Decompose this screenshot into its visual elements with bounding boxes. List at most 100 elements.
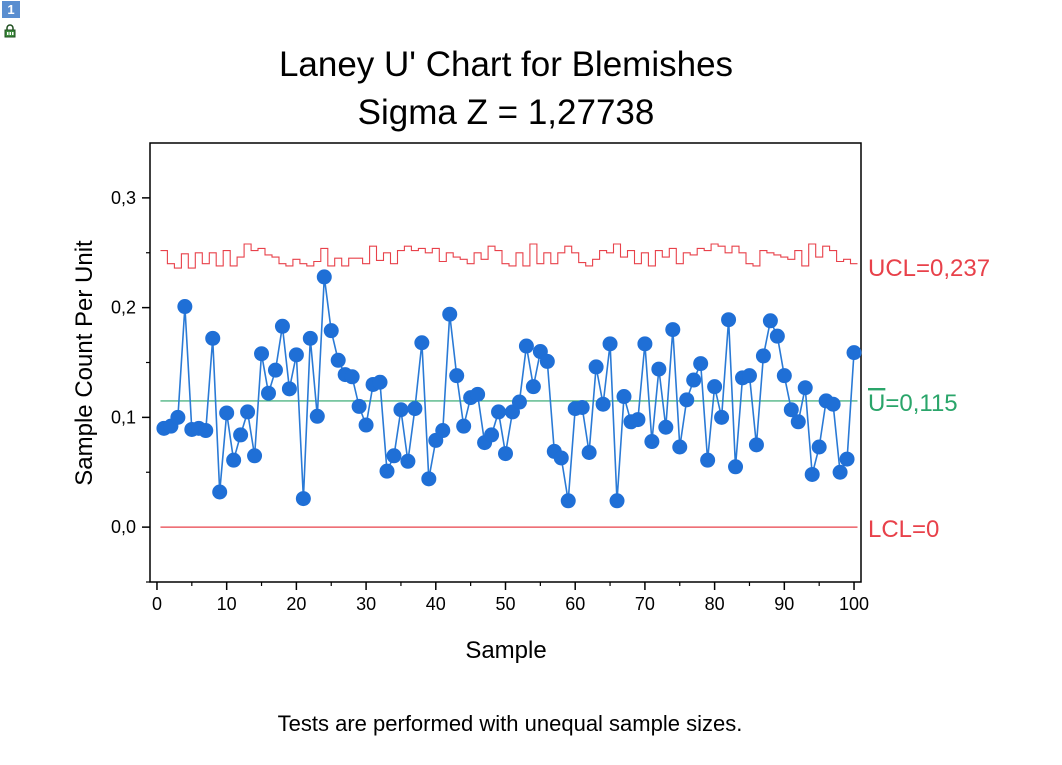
center-line-label: U=0,115 bbox=[868, 390, 958, 417]
data-point bbox=[776, 368, 792, 384]
data-point bbox=[379, 463, 395, 479]
data-point bbox=[330, 352, 346, 368]
data-point bbox=[281, 381, 297, 397]
data-point bbox=[198, 423, 214, 439]
data-point bbox=[762, 313, 778, 329]
data-point bbox=[707, 379, 723, 395]
data-point bbox=[595, 396, 611, 412]
data-point bbox=[400, 453, 416, 469]
lock-icon bbox=[4, 24, 16, 38]
data-point bbox=[525, 379, 541, 395]
data-point bbox=[219, 405, 235, 421]
y-tick-label: 0,2 bbox=[111, 298, 136, 318]
data-point bbox=[609, 493, 625, 509]
x-axis: 0 10 20 30 40 50 60 70 80 90 100 bbox=[152, 582, 869, 614]
data-point bbox=[637, 336, 653, 352]
x-tick-label: 70 bbox=[635, 594, 655, 614]
data-point bbox=[309, 408, 325, 424]
data-point bbox=[518, 338, 534, 354]
lcl-label: LCL=0 bbox=[868, 516, 939, 543]
data-point bbox=[804, 466, 820, 482]
center-line-value: =0,115 bbox=[885, 390, 957, 417]
data-point bbox=[212, 484, 228, 500]
data-point bbox=[491, 404, 507, 420]
data-point bbox=[240, 404, 256, 420]
data-point bbox=[574, 399, 590, 415]
data-point bbox=[484, 427, 500, 443]
data-point bbox=[539, 353, 555, 369]
data-point bbox=[728, 459, 744, 475]
data-point bbox=[741, 368, 757, 384]
data-point bbox=[560, 493, 576, 509]
data-point bbox=[616, 389, 632, 405]
data-point bbox=[470, 386, 486, 402]
data-point bbox=[644, 434, 660, 450]
ucl-label: UCL=0,237 bbox=[868, 255, 990, 282]
x-tick-label: 50 bbox=[495, 594, 515, 614]
data-point bbox=[449, 368, 465, 384]
data-point bbox=[316, 269, 332, 285]
data-point bbox=[351, 398, 367, 414]
data-point bbox=[372, 374, 388, 390]
y-axis-label: Sample Count Per Unit bbox=[71, 240, 98, 486]
data-point bbox=[421, 471, 437, 487]
data-point bbox=[254, 346, 270, 362]
data-point bbox=[748, 437, 764, 453]
data-point bbox=[658, 419, 674, 435]
x-tick-label: 100 bbox=[839, 594, 869, 614]
x-tick-label: 40 bbox=[426, 594, 446, 614]
data-point bbox=[630, 412, 646, 428]
data-point bbox=[672, 439, 688, 455]
x-tick-label: 0 bbox=[152, 594, 162, 614]
chart-title: Laney U' Chart for Blemishes bbox=[279, 45, 733, 84]
data-point bbox=[498, 446, 513, 462]
data-point bbox=[679, 392, 695, 408]
x-tick-label: 80 bbox=[705, 594, 725, 614]
data-point bbox=[832, 464, 848, 480]
data-point bbox=[846, 345, 862, 361]
data-point bbox=[700, 452, 716, 468]
data-point bbox=[714, 409, 730, 425]
y-axis: 0,0 0,1 0,2 0,3 bbox=[111, 188, 150, 583]
x-tick-label: 60 bbox=[565, 594, 585, 614]
page-number-badge[interactable]: 1 bbox=[2, 1, 20, 18]
data-point bbox=[358, 417, 374, 433]
data-point bbox=[274, 318, 290, 334]
data-point bbox=[226, 452, 242, 468]
data-point bbox=[267, 362, 283, 378]
chart-subtitle: Sigma Z = 1,27738 bbox=[358, 93, 655, 132]
center-line-symbol: U bbox=[868, 390, 885, 417]
x-tick-label: 20 bbox=[286, 594, 306, 614]
data-point bbox=[811, 439, 827, 455]
data-point bbox=[407, 401, 423, 417]
ucl-line bbox=[160, 243, 858, 269]
data-point bbox=[839, 451, 855, 467]
chart-footnote: Tests are performed with unequal sample … bbox=[278, 711, 743, 736]
data-point bbox=[825, 396, 841, 412]
data-point bbox=[414, 335, 430, 351]
data-point bbox=[435, 423, 451, 439]
data-point bbox=[511, 394, 527, 410]
y-tick-label: 0,3 bbox=[111, 188, 136, 208]
data-point bbox=[651, 361, 667, 377]
y-tick-label: 0,1 bbox=[111, 407, 136, 427]
data-point bbox=[233, 427, 249, 443]
data-point bbox=[783, 402, 799, 418]
data-point bbox=[170, 409, 186, 425]
data-point bbox=[205, 330, 221, 346]
data-point bbox=[386, 448, 402, 464]
data-point bbox=[797, 380, 813, 396]
data-point bbox=[581, 444, 597, 460]
data-point bbox=[602, 336, 618, 352]
data-point bbox=[693, 356, 709, 372]
data-point bbox=[755, 348, 771, 364]
control-lines bbox=[160, 243, 858, 528]
data-point bbox=[721, 312, 737, 328]
data-point bbox=[686, 372, 702, 388]
data-point bbox=[553, 450, 569, 466]
data-point bbox=[344, 369, 360, 385]
x-tick-label: 10 bbox=[217, 594, 237, 614]
data-point bbox=[769, 328, 785, 344]
data-point bbox=[456, 418, 472, 434]
data-point bbox=[261, 385, 276, 401]
